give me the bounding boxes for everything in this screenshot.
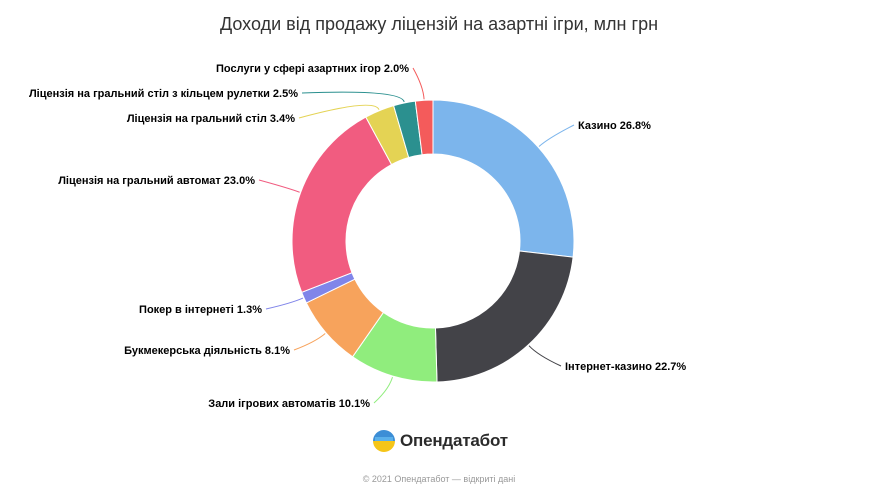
logo-text: Опендатабот: [400, 431, 508, 450]
slice-label: Зали ігрових автоматів 10.1%: [208, 398, 370, 410]
label-connector: [298, 104, 380, 119]
donut-slice[interactable]: [432, 99, 575, 258]
slice-label: Букмекерська діяльність 8.1%: [124, 345, 290, 357]
slice-label: Ліцензія на гральний стіл 3.4%: [127, 113, 295, 125]
opendatabot-logo: Опендатабот: [372, 429, 508, 453]
logo-icon: [373, 430, 395, 452]
slice-label: Ліцензія на гральний стіл з кільцем руле…: [29, 88, 298, 100]
chart-title: Доходи від продажу ліцензій на азартні і…: [219, 14, 659, 34]
label-connector: [258, 179, 300, 193]
copyright-text: © 2021 Опендатабот — відкриті дані: [362, 474, 516, 484]
slice-label: Покер в інтернеті 1.3%: [139, 304, 262, 316]
donut-chart: Казино 26.8% Інтернет-казино 22.7% Зали іг…: [29, 63, 686, 410]
label-connector: [528, 345, 562, 367]
label-connector: [373, 376, 393, 404]
donut-slice[interactable]: [291, 116, 393, 293]
label-connector: [412, 67, 425, 100]
label-connector: [301, 91, 405, 103]
slice-label: Казино 26.8%: [578, 120, 651, 132]
slice-label: Ліцензія на гральний автомат 23.0%: [58, 175, 255, 187]
label-connector: [538, 124, 575, 147]
label-connector: [265, 297, 304, 310]
label-connector: [293, 333, 326, 351]
donut-slice[interactable]: [414, 99, 434, 156]
slice-label: Послуги у сфері азартних ігор 2.0%: [216, 63, 409, 75]
donut-slice[interactable]: [434, 250, 574, 383]
slice-label: Інтернет-казино 22.7%: [565, 361, 686, 373]
